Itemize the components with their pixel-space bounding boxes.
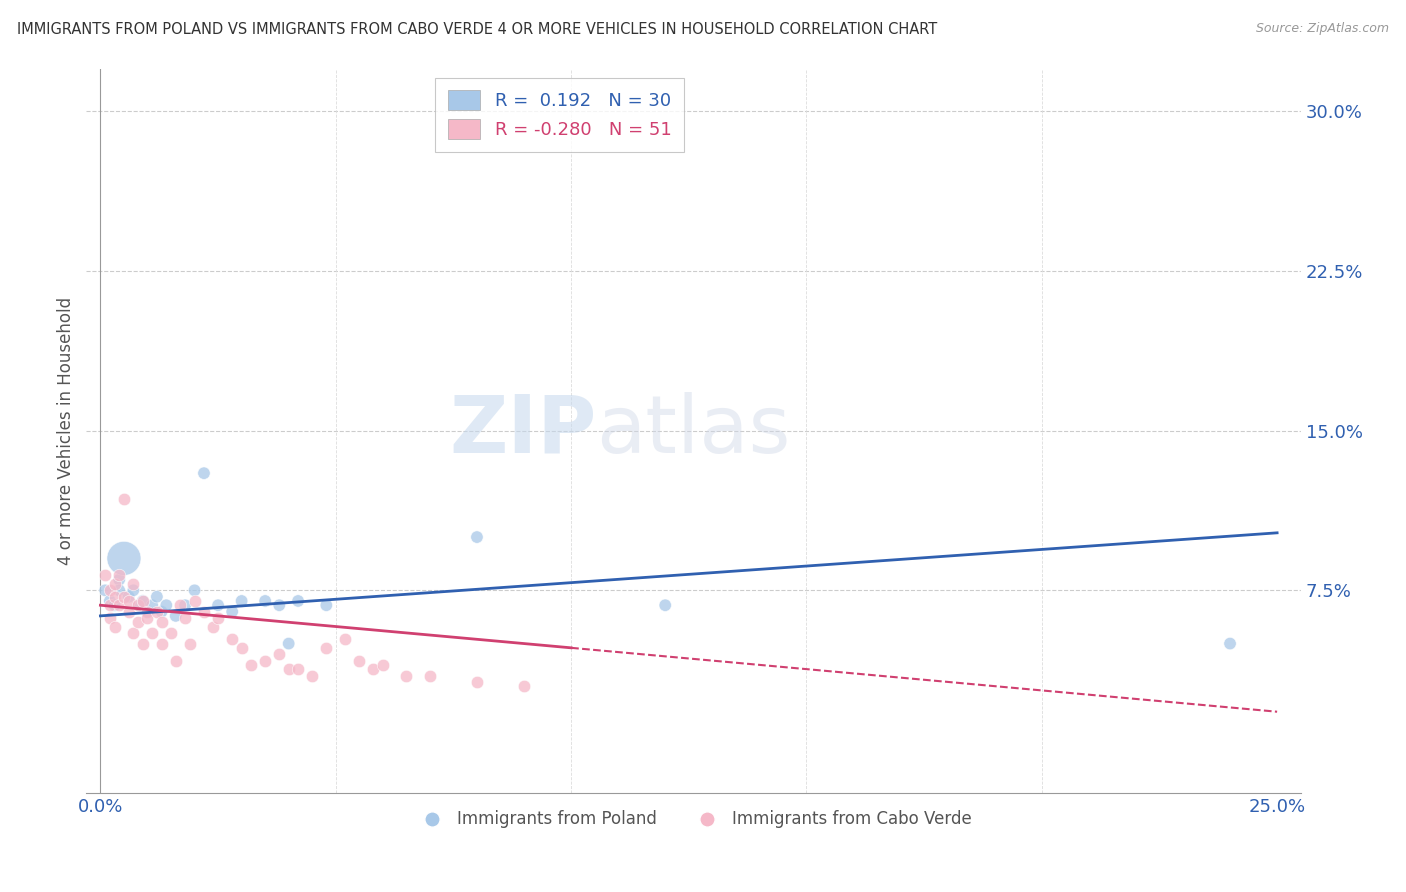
Point <box>207 611 229 625</box>
Point <box>108 568 131 582</box>
Point <box>127 599 149 613</box>
Point <box>465 530 488 544</box>
Point <box>98 583 121 598</box>
Point <box>103 599 125 613</box>
Point <box>240 657 263 672</box>
Point <box>103 590 125 604</box>
Y-axis label: 4 or more Vehicles in Household: 4 or more Vehicles in Household <box>58 296 75 565</box>
Point <box>155 599 177 613</box>
Point <box>221 632 243 647</box>
Point <box>254 594 277 608</box>
Point <box>122 626 145 640</box>
Point <box>118 594 141 608</box>
Text: IMMIGRANTS FROM POLAND VS IMMIGRANTS FROM CABO VERDE 4 OR MORE VEHICLES IN HOUSE: IMMIGRANTS FROM POLAND VS IMMIGRANTS FRO… <box>17 22 938 37</box>
Point <box>141 599 163 613</box>
Point <box>287 662 309 676</box>
Point <box>108 599 131 613</box>
Point <box>165 654 187 668</box>
Point <box>419 668 441 682</box>
Point <box>146 605 169 619</box>
Point <box>174 599 197 613</box>
Text: atlas: atlas <box>596 392 790 469</box>
Point <box>269 599 291 613</box>
Point <box>207 599 229 613</box>
Point <box>277 636 299 650</box>
Point <box>150 636 173 650</box>
Point <box>141 626 163 640</box>
Point <box>165 608 187 623</box>
Point <box>315 599 337 613</box>
Point <box>183 583 205 598</box>
Point <box>132 636 155 650</box>
Point <box>112 590 135 604</box>
Point <box>98 611 121 625</box>
Point <box>127 615 149 630</box>
Point <box>103 619 125 633</box>
Point <box>103 577 125 591</box>
Point <box>513 679 536 693</box>
Point <box>94 583 117 598</box>
Point <box>179 636 201 650</box>
Point <box>269 647 291 661</box>
Point <box>132 594 155 608</box>
Text: Source: ZipAtlas.com: Source: ZipAtlas.com <box>1256 22 1389 36</box>
Point <box>169 599 191 613</box>
Point <box>254 654 277 668</box>
Point <box>465 674 488 689</box>
Point <box>122 583 145 598</box>
Point <box>118 590 141 604</box>
Point <box>160 626 183 640</box>
Point <box>94 568 117 582</box>
Point <box>174 611 197 625</box>
Point <box>277 662 299 676</box>
Point <box>136 605 159 619</box>
Legend: Immigrants from Poland, Immigrants from Cabo Verde: Immigrants from Poland, Immigrants from … <box>409 804 979 835</box>
Point <box>333 632 356 647</box>
Point <box>112 491 135 506</box>
Point <box>136 605 159 619</box>
Point <box>98 599 121 613</box>
Point <box>193 605 215 619</box>
Point <box>654 599 676 613</box>
Text: ZIP: ZIP <box>449 392 596 469</box>
Point <box>183 594 205 608</box>
Point <box>108 573 131 587</box>
Point <box>371 657 394 672</box>
Point <box>118 605 141 619</box>
Point <box>221 605 243 619</box>
Point <box>301 668 323 682</box>
Point <box>150 615 173 630</box>
Point <box>127 599 149 613</box>
Point <box>112 551 135 566</box>
Point <box>193 466 215 480</box>
Point <box>132 594 155 608</box>
Point <box>136 611 159 625</box>
Point <box>122 577 145 591</box>
Point <box>395 668 418 682</box>
Point <box>146 590 169 604</box>
Point <box>1219 636 1241 650</box>
Point <box>98 594 121 608</box>
Point <box>363 662 385 676</box>
Point <box>231 640 253 655</box>
Point <box>315 640 337 655</box>
Point <box>108 583 131 598</box>
Point <box>287 594 309 608</box>
Point <box>150 605 173 619</box>
Point <box>202 619 225 633</box>
Point <box>349 654 371 668</box>
Point <box>231 594 253 608</box>
